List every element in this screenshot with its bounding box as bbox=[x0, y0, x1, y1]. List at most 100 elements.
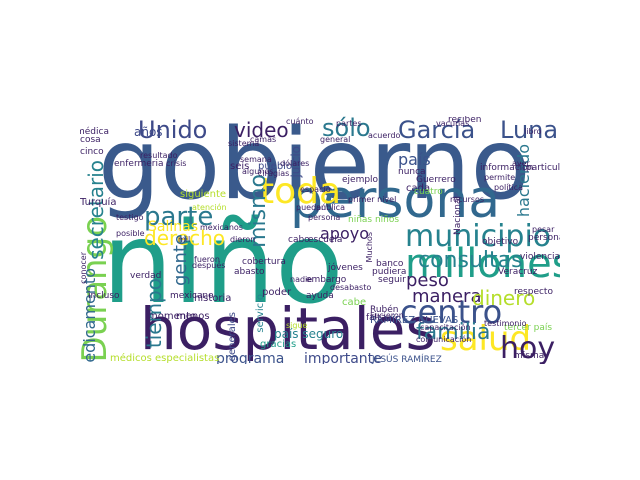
word-pueblo: pueblo bbox=[258, 161, 293, 172]
word-garcia: García bbox=[398, 116, 476, 144]
word-puedan: puedan bbox=[296, 203, 327, 212]
word-acuerdo: acuerdo bbox=[368, 131, 401, 140]
word-particular: particular bbox=[526, 163, 560, 173]
word-pais-seguro: país seguro bbox=[274, 327, 344, 341]
word-posible: posible bbox=[116, 229, 145, 238]
word-general: general bbox=[320, 135, 351, 144]
word-reciben: reciben bbox=[448, 116, 482, 125]
word-atencion: atención bbox=[192, 203, 227, 212]
word-pais: país bbox=[398, 150, 431, 169]
word-partes: partes bbox=[336, 119, 362, 128]
word-unido: Unido bbox=[138, 116, 208, 144]
word-mexicano: mexicano bbox=[170, 291, 214, 301]
word-guerrero: Guerrero bbox=[416, 175, 456, 185]
word-salinas: Salinas bbox=[148, 219, 198, 235]
word-menos: menos bbox=[176, 311, 210, 322]
word-apoyo: apoyo bbox=[320, 224, 370, 243]
word-millones: millones bbox=[405, 241, 560, 287]
word-espacio: espacio bbox=[300, 185, 331, 194]
word-testimonio: testimonio bbox=[484, 319, 527, 328]
word-poder: poder bbox=[262, 287, 292, 298]
word-parte: parte bbox=[144, 202, 214, 232]
word-toda: toda bbox=[260, 171, 342, 212]
word-veracruz: Veracruz bbox=[498, 267, 538, 277]
word-persona: persona bbox=[290, 170, 501, 230]
word-momento: momento bbox=[148, 311, 197, 322]
word-programa: programa bbox=[216, 351, 285, 364]
word-haciendo: haciendo bbox=[514, 144, 533, 218]
word-objetivo: objetivo bbox=[482, 237, 519, 247]
word-peso: peso bbox=[406, 270, 449, 291]
word-fucieron: Fucieron bbox=[370, 311, 404, 320]
word-cloud: gobierno niño persona hospitales Durango mill… bbox=[80, 116, 560, 364]
word-embargo: embargo bbox=[306, 275, 347, 285]
word-ninas-ninos: niñas niños bbox=[348, 215, 400, 225]
word-hospitales: hospitales bbox=[140, 295, 436, 363]
word-importante: importante bbox=[304, 351, 382, 364]
word-politica: política bbox=[494, 183, 524, 192]
word-cinco: cinco bbox=[80, 147, 104, 157]
word-sistema: sistema bbox=[228, 139, 260, 148]
word-persona: persona bbox=[308, 213, 341, 222]
word-camas: camas bbox=[250, 135, 277, 144]
word-municipio: municipio bbox=[405, 219, 552, 254]
word-medicos-especialistas: médicos especialistas bbox=[110, 353, 220, 364]
word-salud: salud bbox=[440, 319, 532, 359]
word-dinero: dinero bbox=[472, 286, 536, 310]
word-secretario: secretario bbox=[84, 160, 108, 260]
word-dieron: dieron bbox=[230, 235, 256, 244]
word-servicio: servicio bbox=[255, 294, 266, 333]
word-gobierno: gobierno bbox=[98, 116, 531, 222]
word-seguir: seguir bbox=[378, 275, 406, 285]
word-informacion: información bbox=[480, 163, 534, 173]
word-nunca: nunca bbox=[398, 167, 426, 177]
word-personal: personal bbox=[528, 233, 560, 243]
word-respecto: respecto bbox=[514, 287, 553, 297]
word-libro: libro bbox=[524, 127, 542, 136]
word-cosa: cosa bbox=[80, 135, 101, 145]
word-ayuda: ayuda bbox=[306, 291, 334, 301]
word-publica: pública bbox=[316, 203, 345, 212]
word-resultado: resultado bbox=[140, 151, 178, 160]
word-escuela: escuela bbox=[308, 235, 343, 245]
word-capacitacion: capacitación bbox=[420, 323, 471, 332]
word-mil: mil bbox=[178, 235, 191, 244]
word-verdad: verdad bbox=[130, 271, 162, 281]
word-semana: semana bbox=[240, 155, 272, 164]
word-recursos: recursos bbox=[450, 195, 485, 204]
word-manera: manera bbox=[412, 286, 482, 307]
word-jesus-ramirez: JESÚS RAMÍREZ bbox=[372, 355, 442, 365]
word-solo: sólo bbox=[322, 116, 371, 142]
word-luna: Luna bbox=[500, 116, 559, 144]
word-cirugias: cirugías bbox=[258, 169, 290, 178]
word-ejemplo: ejemplo bbox=[342, 175, 379, 185]
word-conocer: conocer bbox=[80, 252, 88, 284]
word-dolares: dólares bbox=[280, 159, 310, 168]
word-cabo: cabo bbox=[288, 235, 310, 245]
word-fueron: fueron bbox=[194, 255, 220, 264]
word-nino: niño bbox=[102, 199, 344, 329]
word-nadie: nadie bbox=[290, 275, 313, 284]
word-despues: después bbox=[192, 261, 226, 270]
word-jovenes: jóvenes bbox=[328, 263, 363, 273]
word-sigue: sigue bbox=[286, 321, 308, 330]
word-vacunas: vacunas bbox=[436, 119, 470, 128]
word-siguiente: siguiente bbox=[180, 189, 227, 200]
word-derecho: derecho bbox=[144, 226, 225, 250]
word-banco: banco bbox=[376, 259, 404, 269]
word-cuatro: cuatro bbox=[414, 187, 443, 197]
word-medicos-generales: médicos generales bbox=[227, 312, 238, 364]
word-mexicanos: mexicanos bbox=[200, 223, 243, 232]
word-testigo: testigo bbox=[116, 213, 144, 222]
word-cobertura: cobertura bbox=[242, 257, 286, 267]
word-pudiera: pudiera bbox=[372, 267, 407, 277]
word-centro: centro bbox=[400, 293, 503, 331]
word-misma: misma bbox=[514, 351, 545, 361]
word-violencia: violencia bbox=[520, 252, 560, 262]
word-falta: falta bbox=[366, 313, 387, 323]
word-incluso: incluso bbox=[88, 291, 120, 301]
word-ramirez-cuevas: RAMÍREZ CUEVAS bbox=[370, 315, 459, 326]
word-permite: permite bbox=[484, 173, 516, 182]
word-gracias: gracias bbox=[260, 339, 297, 350]
word-hoy: hoy bbox=[500, 331, 556, 364]
